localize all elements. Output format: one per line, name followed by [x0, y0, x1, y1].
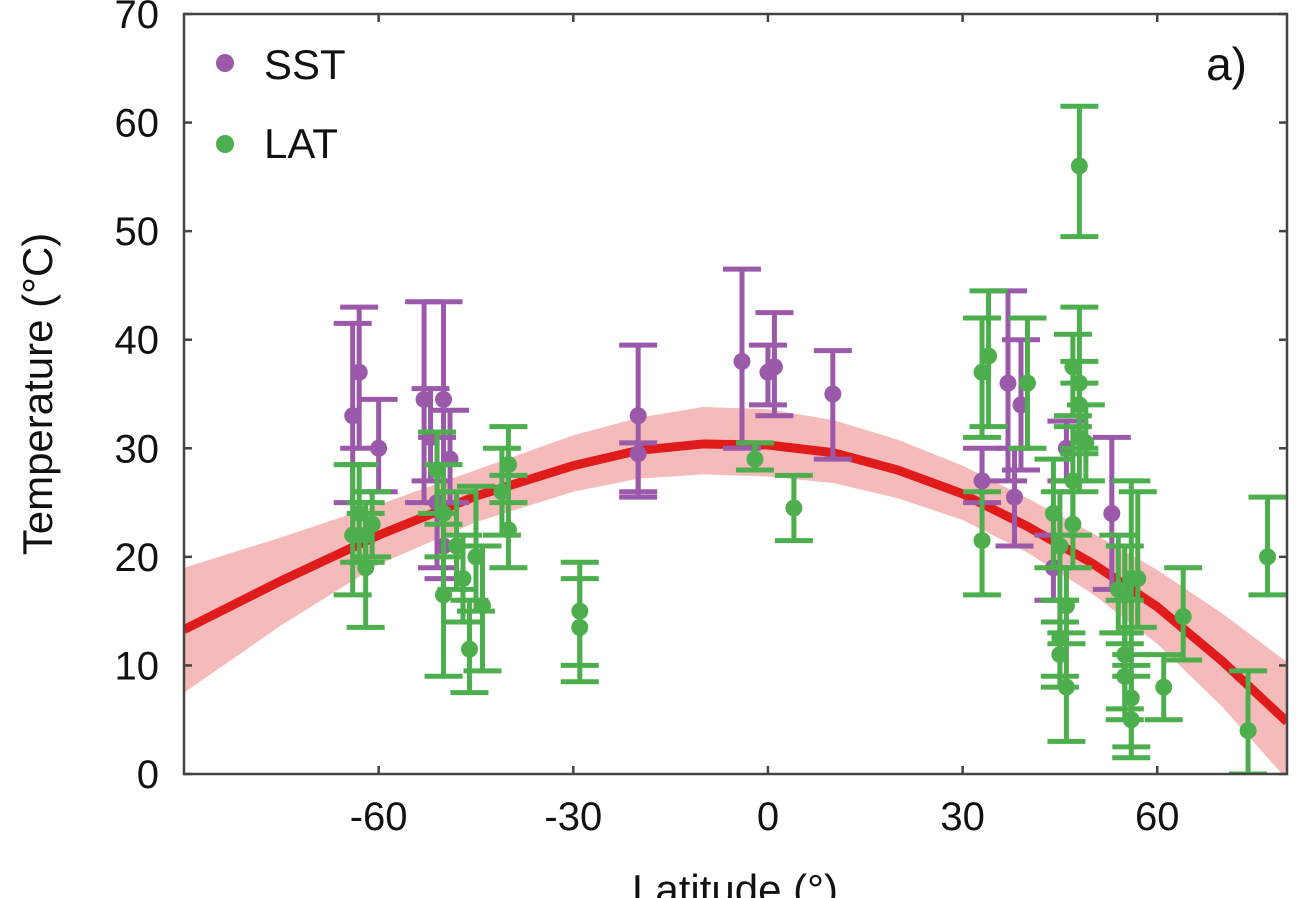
- y-tick-label: 30: [115, 427, 160, 471]
- legend-marker-sst: [216, 54, 234, 72]
- legend-marker-lat: [216, 135, 234, 153]
- lat-point: [1164, 565, 1203, 663]
- lat-marker: [1070, 157, 1088, 175]
- sst-point: [619, 440, 658, 500]
- lat-point: [463, 543, 502, 674]
- lat-marker: [973, 532, 991, 550]
- lat-marker: [493, 483, 511, 501]
- lat-point: [1229, 668, 1268, 774]
- sst-marker: [629, 445, 647, 463]
- axes: 0 10 20 30 40 50 60 70 -60 -30 0 30 60: [115, 0, 1289, 839]
- lat-point: [963, 315, 1002, 440]
- sst-point: [813, 348, 852, 462]
- lat-point: [1047, 630, 1086, 744]
- lat-marker: [460, 640, 478, 658]
- lat-marker: [1239, 722, 1257, 740]
- lat-point: [560, 576, 599, 685]
- lat-marker: [1129, 570, 1147, 588]
- lat-point: [1053, 478, 1092, 571]
- sst-marker: [629, 407, 647, 425]
- lat-point: [969, 288, 1008, 430]
- lat-marker: [1259, 548, 1277, 566]
- panel-label: a): [1206, 38, 1247, 90]
- plot-frame: [182, 12, 1289, 776]
- sst-marker: [370, 439, 388, 457]
- lat-marker: [1064, 515, 1082, 533]
- lat-marker: [1057, 597, 1075, 615]
- lat-point: [774, 472, 813, 544]
- lat-marker: [1122, 711, 1140, 729]
- x-tick-label: -60: [350, 795, 408, 839]
- lat-point: [1112, 673, 1151, 761]
- lat-marker: [357, 559, 375, 577]
- lat-point: [1248, 494, 1287, 598]
- x-axis-title: Latitude (°): [632, 866, 838, 898]
- sst-marker: [733, 352, 751, 370]
- lat-marker: [435, 504, 453, 522]
- sst-point: [340, 304, 379, 451]
- y-tick-label: 20: [115, 536, 160, 580]
- sst-marker: [973, 472, 991, 490]
- y-tick-label: 10: [115, 644, 160, 688]
- sst-point: [359, 396, 398, 495]
- lat-point: [443, 532, 482, 625]
- x-tick-label: 0: [757, 795, 779, 839]
- data-points-layer: [333, 103, 1287, 774]
- y-axis-title: Temperature (°C): [14, 233, 61, 556]
- lat-marker: [785, 499, 803, 517]
- lat-marker: [746, 450, 764, 468]
- sst-marker: [1103, 504, 1121, 522]
- lat-point: [963, 489, 1002, 598]
- lat-point: [1144, 652, 1183, 723]
- x-tick-label: -30: [544, 795, 602, 839]
- lat-point: [735, 440, 774, 473]
- y-tick-label: 70: [115, 0, 160, 37]
- lat-marker: [1051, 537, 1069, 555]
- lat-marker: [454, 570, 472, 588]
- sst-point: [722, 266, 761, 451]
- legend: SST LAT: [216, 41, 346, 167]
- lat-point: [1008, 315, 1047, 451]
- lat-marker: [1174, 608, 1192, 626]
- y-tick-label: 50: [115, 210, 160, 254]
- lat-marker: [571, 618, 589, 636]
- lat-marker: [980, 347, 998, 365]
- lat-point: [1060, 103, 1099, 240]
- sst-point: [755, 310, 794, 419]
- y-tick-label: 40: [115, 319, 160, 363]
- lat-point: [482, 445, 521, 538]
- lat-marker: [473, 597, 491, 615]
- legend-label-lat: LAT: [264, 120, 338, 167]
- x-tick-label: 60: [1135, 795, 1180, 839]
- lat-marker: [1155, 678, 1173, 696]
- lat-marker: [1070, 374, 1088, 392]
- lat-point: [1060, 304, 1099, 457]
- y-tick-label: 60: [115, 102, 160, 146]
- x-tick-label: 30: [940, 795, 985, 839]
- sst-marker: [435, 390, 453, 408]
- lat-marker: [1057, 678, 1075, 696]
- y-tick-label: 0: [137, 753, 159, 797]
- legend-label-sst: SST: [264, 41, 346, 88]
- sst-point: [748, 342, 787, 408]
- lat-marker: [1018, 374, 1036, 392]
- sst-marker: [765, 358, 783, 376]
- lat-point: [346, 510, 385, 630]
- sst-marker: [824, 385, 842, 403]
- lat-point: [1118, 489, 1157, 630]
- sst-marker: [999, 374, 1017, 392]
- sst-marker: [344, 407, 362, 425]
- sst-marker: [1005, 488, 1023, 506]
